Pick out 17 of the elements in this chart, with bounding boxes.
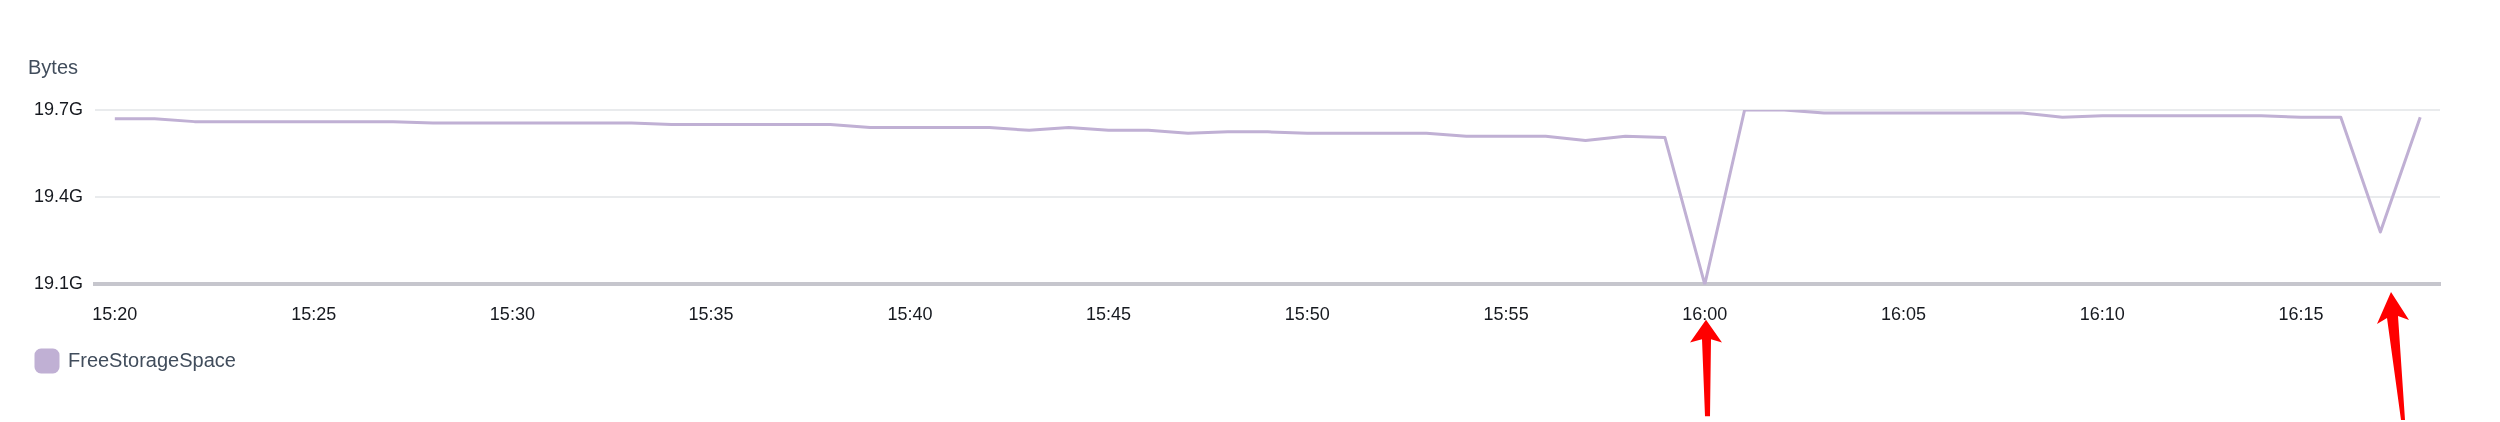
x-tick-label: 15:55 [1483, 304, 1529, 325]
x-tick-label: 15:45 [1086, 304, 1132, 325]
y-axis-title: Bytes [28, 55, 79, 78]
x-tick-label: 16:15 [2278, 304, 2324, 325]
x-tick-label: 15:20 [92, 304, 138, 325]
x-tick-label: 15:25 [291, 304, 337, 325]
x-tick-label: 16:10 [2079, 304, 2125, 325]
x-tick-label: 15:30 [489, 304, 535, 325]
x-tick-label: 16:00 [1682, 304, 1728, 325]
x-tick-label: 16:05 [1880, 304, 1926, 325]
legend-label: FreeStorageSpace [68, 348, 236, 371]
x-tick-label: 15:35 [688, 304, 734, 325]
y-tick-label: 19.4G [33, 186, 84, 207]
x-tick-label: 15:40 [887, 304, 933, 325]
x-tick-label: 15:50 [1284, 304, 1330, 325]
y-tick-label: 19.7G [33, 98, 84, 119]
y-tick-label: 19.1G [33, 273, 84, 294]
